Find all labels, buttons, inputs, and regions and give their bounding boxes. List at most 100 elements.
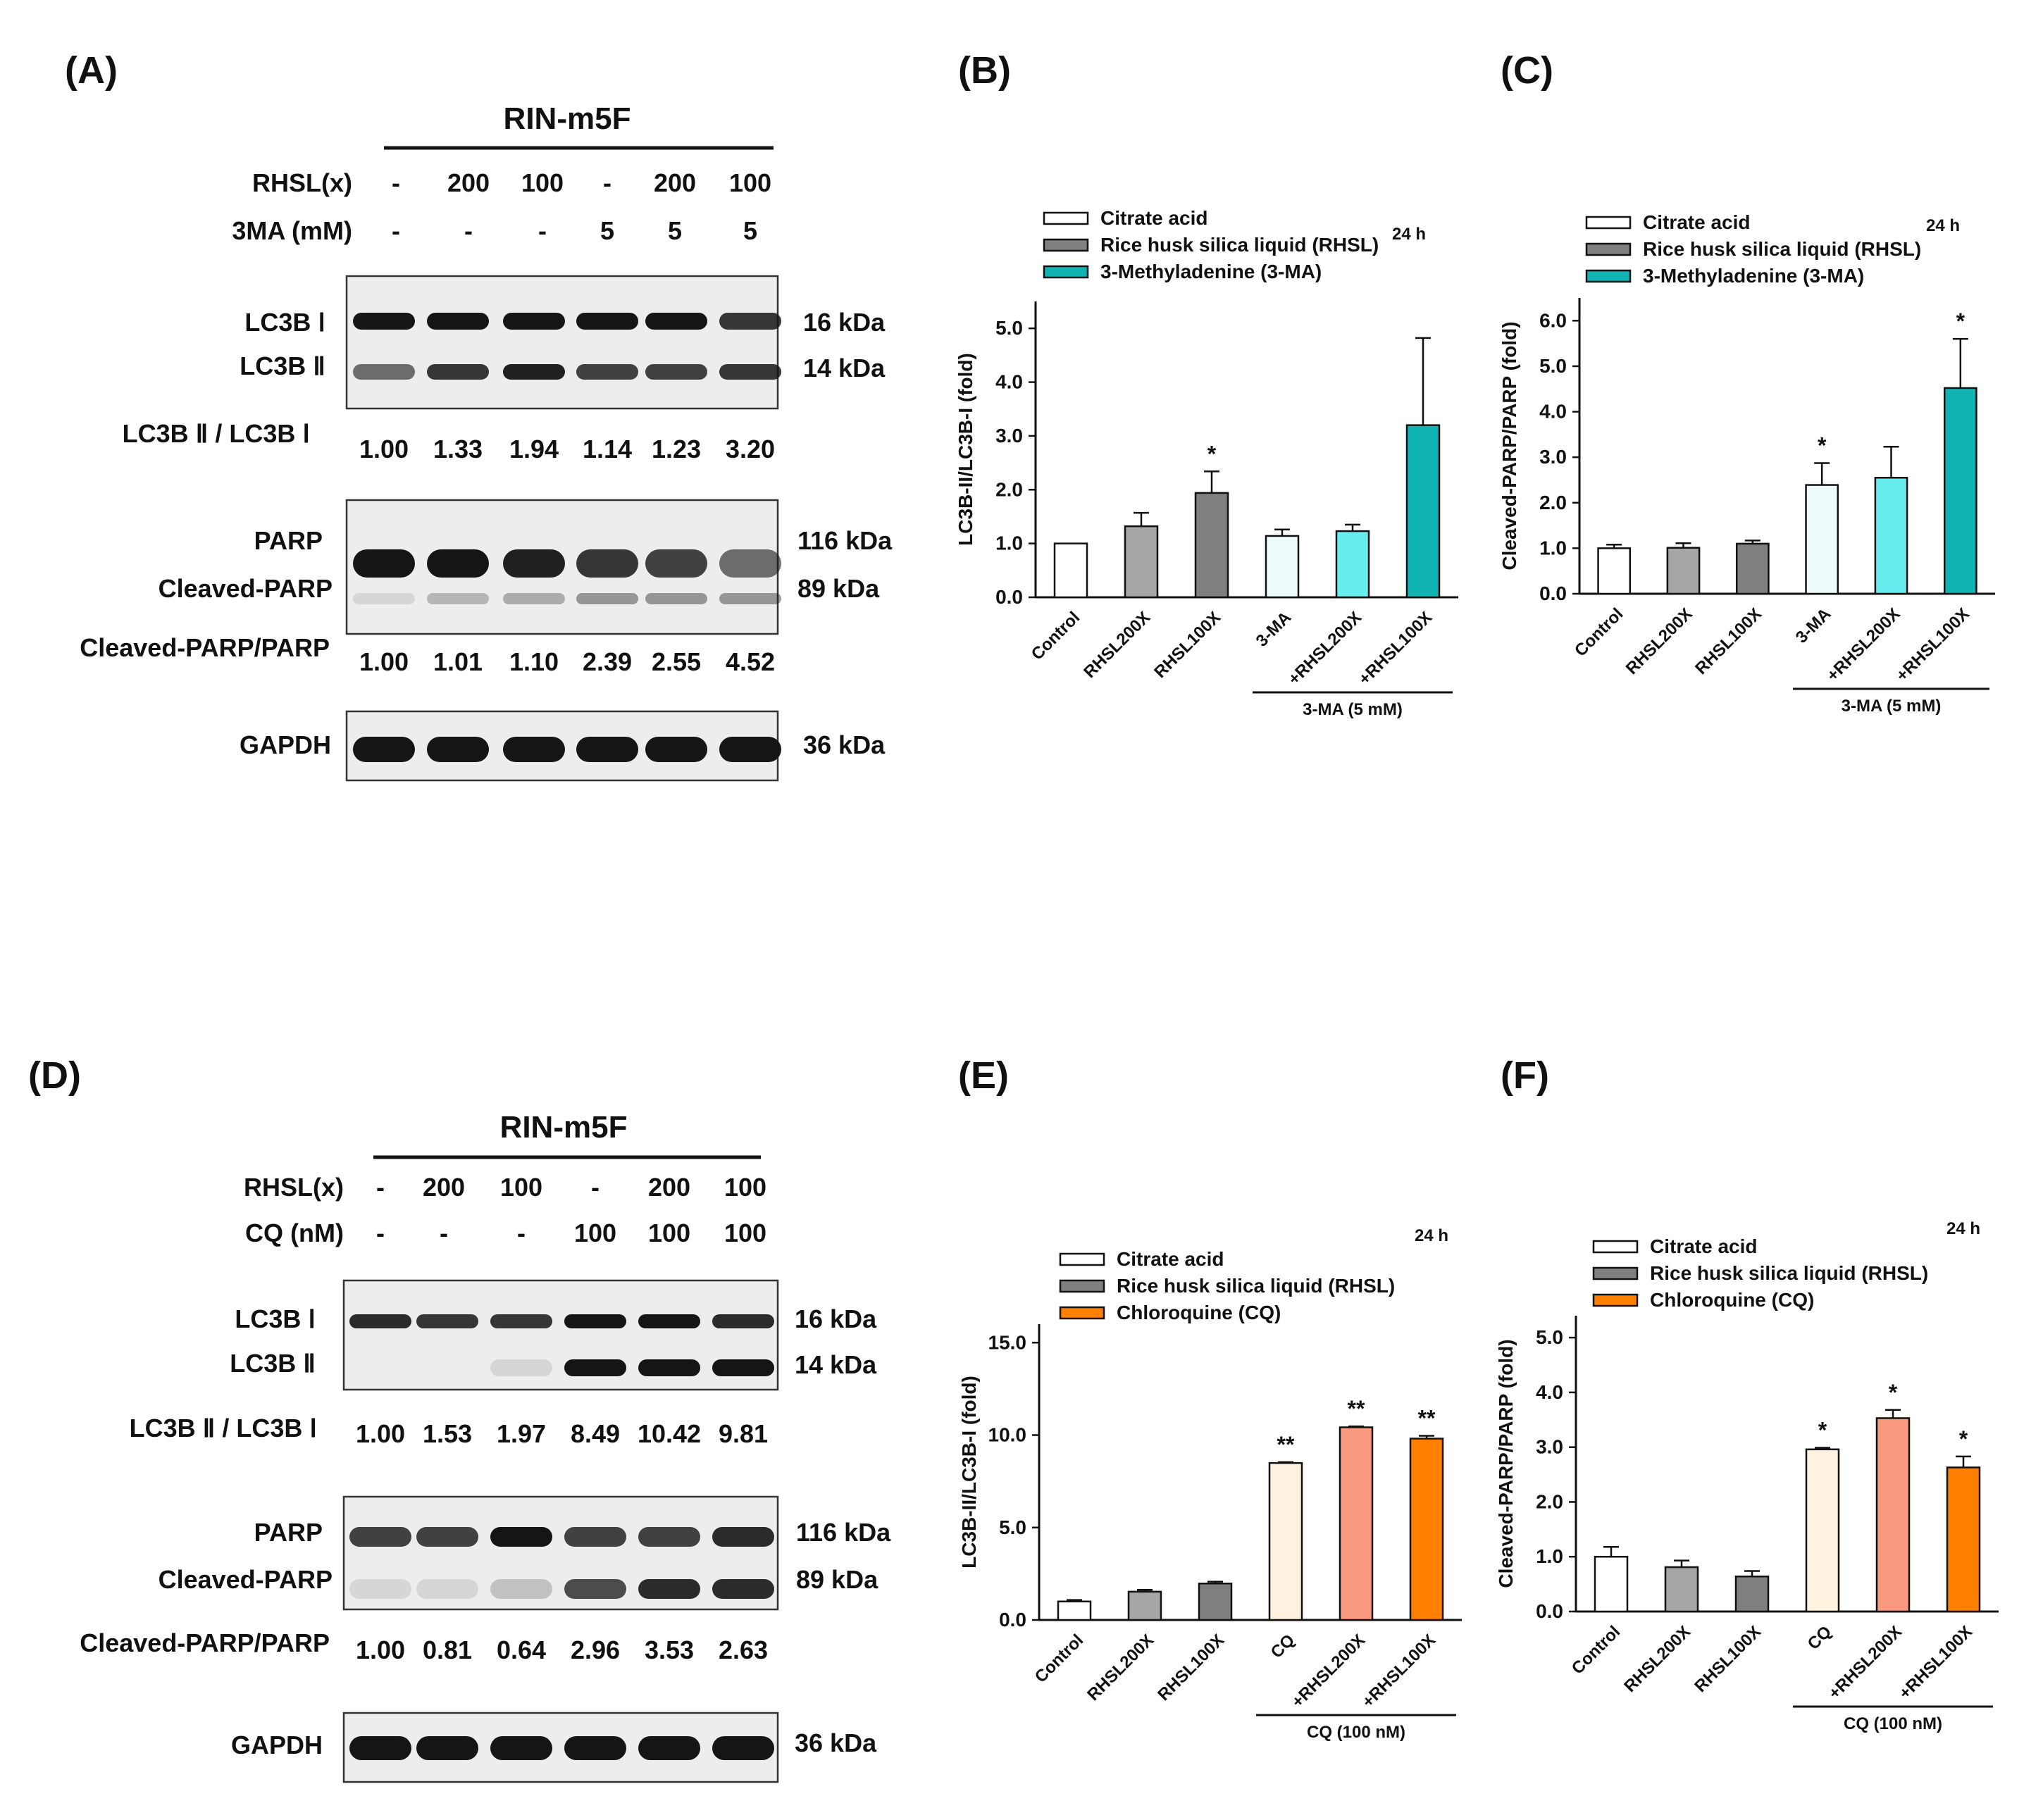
bar xyxy=(1943,387,1977,595)
blot-band xyxy=(645,364,707,380)
blot-band xyxy=(503,549,565,578)
bar xyxy=(1874,476,1908,595)
ratio-value: 2.39 xyxy=(583,647,632,676)
blot-band xyxy=(645,737,707,762)
treatment-value: - xyxy=(392,168,400,197)
significance-marker: * xyxy=(1207,441,1217,466)
treatment-value: 100 xyxy=(521,168,564,197)
y-tick-label: 2.0 xyxy=(995,478,1023,500)
blot-band xyxy=(712,1527,774,1547)
band-label: Cleaved-PARP xyxy=(159,574,333,603)
legend-swatch xyxy=(1043,238,1089,252)
x-tick-label: +RHSL100X xyxy=(1892,604,1973,685)
bar xyxy=(1194,492,1229,599)
treatment-value: - xyxy=(376,1173,385,1202)
bar xyxy=(1339,1426,1374,1621)
legend-swatch xyxy=(1043,265,1089,279)
kda-label: 36 kDa xyxy=(803,730,886,759)
treatment-value: 5 xyxy=(668,216,682,245)
treatment-row-label: RHSL(x) xyxy=(244,1173,344,1202)
x-tick-label: Control xyxy=(1568,1622,1624,1678)
kda-label: 116 kDa xyxy=(796,1518,891,1547)
blot-band xyxy=(719,313,781,330)
blot-band xyxy=(576,593,638,604)
gapdh-blot-image xyxy=(342,1712,779,1783)
band-label: GAPDH xyxy=(231,1731,323,1759)
bar-chart-e: 0.0 5.0 10.0 15.0 LC3B-II/LC3B-I (fold) Contr… xyxy=(958,1226,1462,1742)
legend-label: Citrate acid xyxy=(1100,207,1208,229)
blot-band xyxy=(645,549,707,578)
bar xyxy=(1124,525,1159,599)
blot-band xyxy=(427,549,489,578)
treatment-value: - xyxy=(464,216,473,245)
group-label: CQ (100 nM) xyxy=(1307,1723,1405,1742)
treatment-value: 100 xyxy=(574,1218,616,1247)
bar xyxy=(1734,1575,1770,1613)
band-label: GAPDH xyxy=(240,730,331,759)
blot-band xyxy=(427,364,489,380)
y-tick-label: 0.0 xyxy=(999,1609,1026,1631)
treatment-value: 100 xyxy=(724,1218,766,1247)
x-tick-label: RHSL100X xyxy=(1150,608,1224,682)
blot-band xyxy=(564,1579,626,1599)
y-tick-label: 1.0 xyxy=(995,532,1023,554)
panel-label-e: (E) xyxy=(958,1054,1009,1097)
ratio-value: 1.10 xyxy=(509,647,559,676)
legend-label: Rice husk silica liquid (RHSL) xyxy=(1650,1262,1928,1284)
ratio-value: 8.49 xyxy=(571,1419,620,1448)
ratio-value: 1.01 xyxy=(433,647,483,676)
x-tick-label: +RHSL100X xyxy=(1895,1622,1976,1703)
y-tick-label: 1.0 xyxy=(1539,537,1567,559)
x-tick-label: +RHSL200X xyxy=(1823,604,1904,685)
y-tick-label: 5.0 xyxy=(1536,1326,1563,1348)
panel-label-b: (B) xyxy=(958,49,1011,92)
x-tick-label: RHSL100X xyxy=(1154,1631,1228,1704)
band-label: PARP xyxy=(254,526,323,555)
blot-band xyxy=(576,549,638,578)
x-tick-label: +RHSL200X xyxy=(1284,608,1365,689)
significance-marker: * xyxy=(1818,433,1827,459)
legend-label: Chloroquine (CQ) xyxy=(1650,1289,1814,1311)
ratio-value: 2.55 xyxy=(652,647,701,676)
significance-marker: * xyxy=(1889,1380,1898,1405)
western-blot-panel-d: RIN-m5F RHSL(x) - 200 100 - 200 100 CQ (… xyxy=(80,1110,891,1783)
x-tick-label: RHSL100X xyxy=(1691,1622,1765,1696)
blot-band xyxy=(564,1527,626,1547)
blot-band xyxy=(645,593,707,604)
ratio-values: 1.00 0.81 0.64 2.96 3.53 2.63 xyxy=(356,1635,768,1664)
legend-swatch xyxy=(1592,1266,1639,1280)
treatment-value: 100 xyxy=(500,1173,542,1202)
blot-band xyxy=(490,1314,552,1328)
bar xyxy=(1666,547,1701,595)
kda-label: 116 kDa xyxy=(797,526,893,555)
treatment-row-label: RHSL(x) xyxy=(252,168,352,197)
treatment-value: - xyxy=(591,1173,600,1202)
treatment-value: - xyxy=(517,1218,526,1247)
legend-swatch xyxy=(1592,1240,1639,1254)
blot-band xyxy=(503,737,565,762)
x-tick-label: Control xyxy=(1028,608,1083,663)
blot-band xyxy=(349,1314,411,1328)
ratio-label: LC3B Ⅱ / LC3B Ⅰ xyxy=(123,419,310,448)
blot-band xyxy=(719,593,781,604)
y-tick-label: 4.0 xyxy=(995,371,1023,393)
treatment-value: 100 xyxy=(724,1173,766,1202)
blot-band xyxy=(353,737,415,762)
bar xyxy=(1875,1417,1911,1613)
blot-band xyxy=(349,1527,411,1547)
time-label: 24 h xyxy=(1946,1219,1980,1238)
blot-band xyxy=(576,313,638,330)
panel-label-a: (A) xyxy=(65,49,118,92)
bar xyxy=(1405,424,1441,599)
legend-swatch xyxy=(1059,1279,1105,1293)
blot-band xyxy=(712,1736,774,1760)
legend-swatch xyxy=(1059,1306,1105,1320)
y-tick-label: 5.0 xyxy=(999,1516,1026,1538)
panel-label-c: (C) xyxy=(1501,49,1553,92)
panel-label-d: (D) xyxy=(28,1054,81,1097)
blot-band xyxy=(712,1314,774,1328)
y-tick-label: 3.0 xyxy=(1536,1436,1563,1458)
kda-label: 89 kDa xyxy=(796,1565,878,1594)
ratio-value: 1.00 xyxy=(359,647,409,676)
